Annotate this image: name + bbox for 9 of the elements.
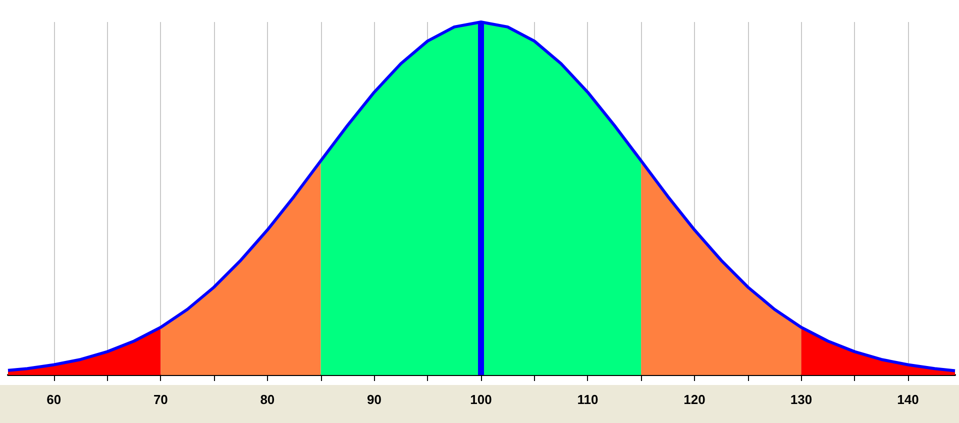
x-tick-label: 120 [684, 392, 706, 407]
x-tick-label: 140 [897, 392, 919, 407]
x-tick-label: 90 [366, 392, 382, 407]
x-tick-label: 130 [790, 392, 812, 407]
x-tick-label: 110 [577, 392, 598, 407]
x-tick-label: 70 [153, 392, 168, 407]
x-tick-label: 80 [260, 392, 275, 407]
x-tick-label: 100 [470, 392, 492, 407]
x-tick-label: 60 [46, 392, 62, 407]
